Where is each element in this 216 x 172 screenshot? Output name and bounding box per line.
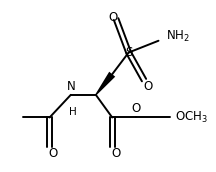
Text: NH$_2$: NH$_2$ (166, 29, 190, 44)
Text: OCH$_3$: OCH$_3$ (175, 110, 208, 125)
Text: O: O (132, 102, 141, 115)
Text: S: S (125, 46, 132, 59)
Text: H: H (69, 107, 77, 117)
Text: O: O (143, 79, 152, 93)
Text: N: N (66, 80, 75, 94)
Text: O: O (109, 11, 118, 24)
Text: O: O (111, 147, 121, 160)
Text: O: O (49, 147, 58, 160)
Polygon shape (95, 72, 115, 95)
